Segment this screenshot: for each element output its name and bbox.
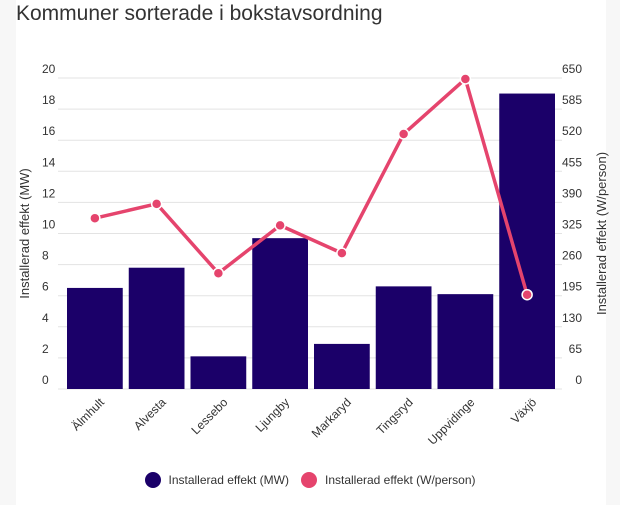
legend-label: Installerad effekt (MW)	[168, 473, 289, 487]
legend: Installerad effekt (MW) Installerad effe…	[0, 472, 620, 488]
y-tick-label: 6	[42, 280, 49, 294]
line-point-Uppvidinge	[459, 73, 472, 85]
line-point-Markaryd	[336, 247, 348, 259]
y-tick-label: 0	[42, 373, 49, 387]
y-tick-label: 18	[42, 93, 56, 107]
y2-tick-label: 325	[562, 218, 582, 232]
y2-tick-label: 520	[562, 124, 582, 138]
x-tick-label: Älmhult	[69, 395, 108, 434]
bar-Lessebo	[190, 356, 247, 389]
x-tick-label: Markaryd	[309, 395, 354, 440]
y2-tick-label: 455	[562, 155, 582, 169]
line-point-Ljungby	[274, 219, 286, 232]
y-axis-label: Installerad effekt (MW)	[17, 168, 32, 299]
y-tick-label: 12	[42, 186, 56, 200]
x-tick-label: Uppvidinge	[425, 395, 478, 448]
legend-label: Installerad effekt (W/person)	[324, 473, 476, 487]
x-tick-label: Tingsryd	[374, 395, 416, 437]
y-tick-label: 16	[42, 124, 56, 138]
bar-Alvesta	[128, 267, 185, 389]
y2-tick-label: 650	[562, 62, 582, 76]
y2-axis-label: Installerad effekt (W/person)	[594, 152, 609, 315]
bar-Tingsryd	[375, 286, 432, 389]
y2-tick-label: 390	[562, 186, 582, 200]
x-tick-label: Lessebo	[189, 395, 231, 437]
x-tick-label: Alvesta	[131, 395, 169, 433]
y2-tick-label: 585	[562, 93, 582, 107]
y2-tick-label: 65	[569, 342, 583, 356]
line-point-Älmhult	[89, 212, 101, 224]
x-tick-label: Växjö	[508, 395, 539, 426]
y-tick-label: 4	[42, 311, 49, 325]
y-tick-label: 8	[42, 249, 49, 263]
y2-tick-label: 0	[575, 373, 582, 387]
y2-tick-label: 260	[562, 249, 582, 263]
line-point-Växjö	[521, 288, 533, 301]
y2-tick-label: 195	[562, 280, 582, 294]
bar-Växjö	[499, 93, 555, 390]
chart-title: Kommuner sorterade i bokstavsordning	[16, 2, 383, 25]
legend-swatch	[300, 472, 317, 488]
legend-item-mw[interactable]: Installerad effekt (MW)	[144, 472, 289, 488]
bar-Markaryd	[314, 343, 370, 389]
x-tick-label: Ljungby	[253, 395, 293, 435]
y2-tick-label: 130	[562, 311, 582, 325]
line-point-Lessebo	[212, 267, 225, 279]
y-tick-label: 10	[42, 218, 56, 232]
bar-Uppvidinge	[437, 294, 494, 389]
legend-swatch	[144, 472, 161, 488]
line-point-Tingsryd	[397, 128, 410, 140]
bar-Älmhult	[67, 287, 123, 389]
bar-Ljungby	[252, 238, 308, 389]
line-point-Alvesta	[150, 198, 163, 210]
y-tick-label: 2	[42, 342, 49, 356]
y-tick-label: 20	[42, 62, 56, 76]
line-series	[94, 77, 529, 296]
legend-item-wperson[interactable]: Installerad effekt (W/person)	[300, 472, 476, 488]
y-tick-label: 14	[42, 155, 56, 169]
